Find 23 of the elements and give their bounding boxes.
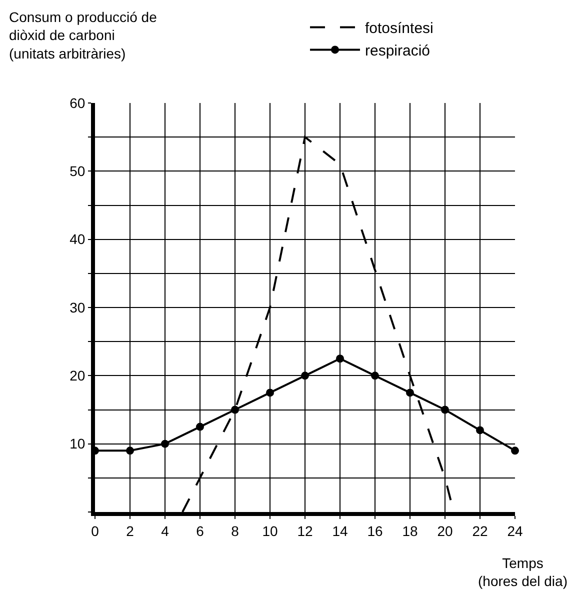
x-tick-label: 18 (402, 522, 418, 539)
x-tick-label: 14 (332, 522, 348, 539)
y-tick-label: 20 (70, 368, 86, 384)
y-tick-label: 60 (70, 94, 86, 111)
x-tick-label: 20 (437, 522, 453, 539)
x-tick-label: 16 (367, 522, 383, 539)
x-tick-label: 22 (472, 522, 488, 539)
y-tick-label: 40 (70, 231, 86, 248)
x-tick-label: 4 (161, 522, 170, 539)
legend-label: fotosíntesi (365, 20, 434, 38)
x-tick-label: 2 (126, 522, 134, 539)
x-tick-label: 10 (262, 522, 278, 539)
x-tick-label: 0 (91, 522, 100, 539)
y-axis-title: Consum o producció de diòxid de carboni (unitats arbitràries) (9, 9, 158, 62)
y-tick-label: 10 (70, 436, 86, 452)
x-axis-title: Temps (hores del dia) (478, 555, 568, 590)
legend-label: respiració (365, 42, 430, 60)
x-tick-label: 6 (196, 522, 204, 539)
y-tick-label: 50 (70, 163, 86, 180)
x-tick-label: 8 (231, 522, 240, 539)
y-tick-label: 30 (70, 299, 86, 316)
x-tick-label: 12 (297, 522, 313, 539)
x-tick-label: 24 (507, 522, 523, 539)
